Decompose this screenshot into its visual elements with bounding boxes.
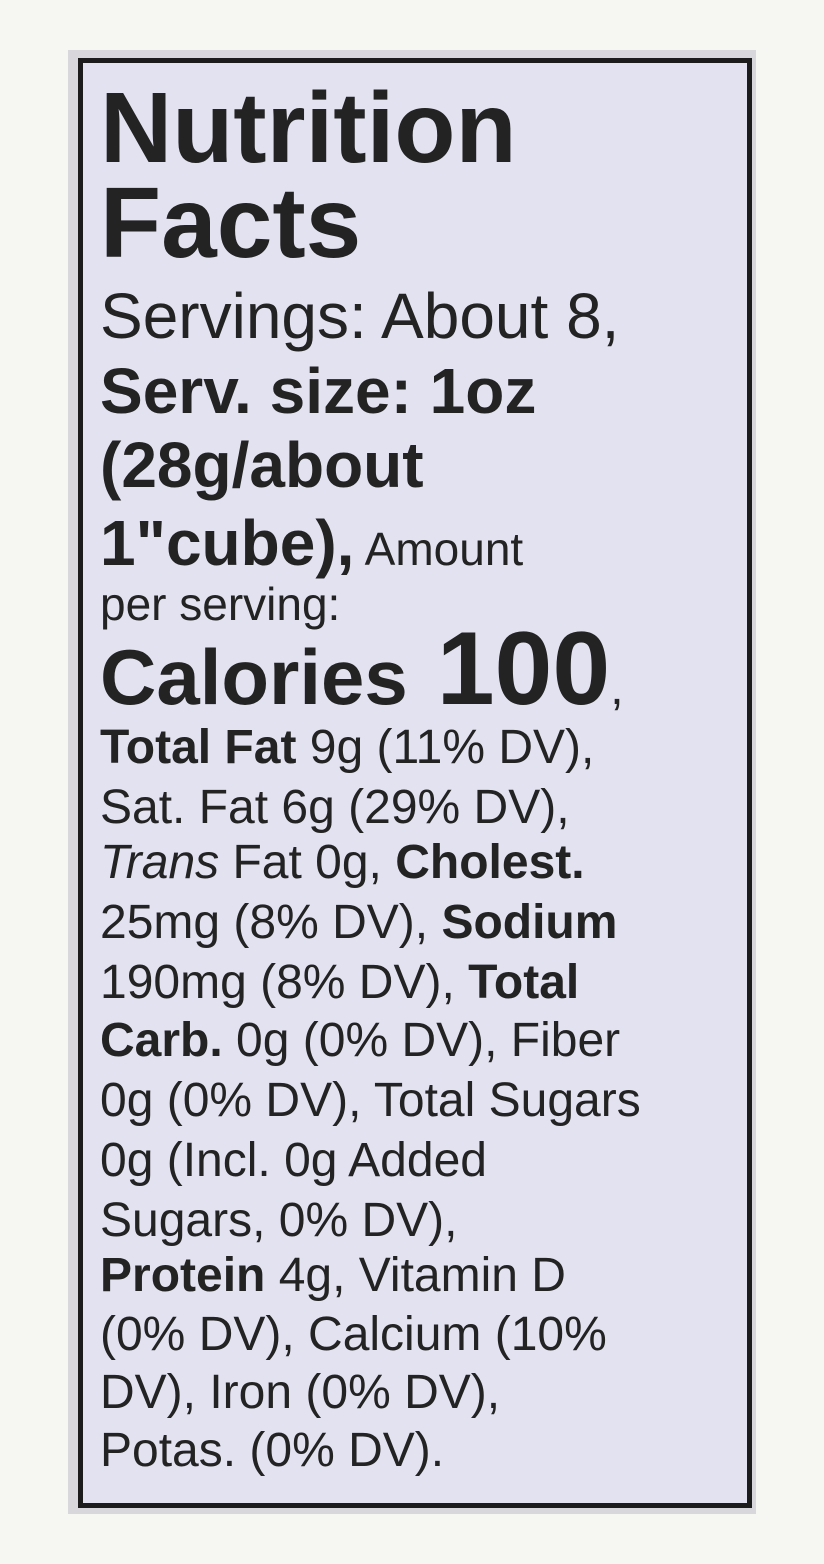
serving-size: (28g/about	[100, 429, 424, 501]
text-line: 190mg (8% DV), Total	[100, 959, 579, 1007]
text-line: 1"cube), Amount	[100, 511, 523, 575]
calories-value: 100	[407, 611, 611, 727]
text: 0g (Incl. 0g Added	[100, 1134, 487, 1187]
text-line: Sugars, 0% DV),	[100, 1197, 457, 1245]
text-line: Carb. 0g (0% DV), Fiber	[100, 1017, 620, 1065]
text-line: Servings: About 8,	[100, 284, 619, 348]
text: 9g (11% DV),	[296, 721, 595, 774]
text-line: Sat. Fat 6g (29% DV),	[100, 784, 570, 832]
text: 0g (0% DV), Fiber	[222, 1014, 621, 1067]
text: Amount	[354, 523, 524, 575]
text-line: 0g (0% DV), Total Sugars	[100, 1077, 641, 1125]
nutrient: Total	[468, 956, 580, 1009]
text: 25mg (8% DV),	[100, 896, 442, 949]
title-line: Facts	[100, 173, 361, 273]
text: Sat. Fat 6g (29% DV),	[100, 781, 570, 834]
nutrient: Cholest.	[395, 836, 585, 889]
nutrient: Total Fat	[100, 721, 297, 774]
calories-line: Calories 100,	[100, 617, 624, 721]
text-line: Serv. size: 1oz	[100, 359, 536, 423]
serving-size: Serv. size: 1oz	[100, 355, 537, 427]
text: per serving:	[100, 578, 341, 630]
text-line: per serving:	[100, 581, 340, 627]
text: 0g (0% DV), Total Sugars	[100, 1074, 641, 1127]
text: Potas. (0% DV).	[100, 1424, 445, 1477]
text: Sugars, 0% DV),	[100, 1194, 458, 1247]
label-box	[78, 58, 752, 1508]
text-line: (28g/about	[100, 433, 424, 497]
title: Facts	[100, 167, 362, 279]
text-line: (0% DV), Calcium (10%	[100, 1311, 607, 1359]
title: Nutrition	[100, 72, 517, 184]
title-line: Nutrition	[100, 78, 517, 178]
nutrient: Protein	[100, 1249, 266, 1302]
text: 190mg (8% DV),	[100, 956, 469, 1009]
text: DV), Iron (0% DV),	[100, 1366, 501, 1419]
nutrient: Sodium	[441, 896, 618, 949]
text: Fat 0g,	[219, 836, 396, 889]
text: ,	[610, 662, 624, 715]
text-line: Potas. (0% DV).	[100, 1427, 444, 1475]
text: 4g, Vitamin D	[265, 1249, 566, 1302]
text-line: 25mg (8% DV), Sodium	[100, 899, 617, 947]
text-line: 0g (Incl. 0g Added	[100, 1137, 487, 1185]
calories-label: Calories	[100, 633, 408, 721]
text: Trans	[100, 836, 220, 889]
text-line: Trans Fat 0g, Cholest.	[100, 839, 585, 887]
text-line: DV), Iron (0% DV),	[100, 1369, 500, 1417]
text: (0% DV), Calcium (10%	[100, 1308, 607, 1361]
serving-size: 1"cube),	[100, 507, 355, 579]
servings: Servings: About 8,	[100, 280, 620, 352]
nutrient: Carb.	[100, 1014, 223, 1067]
text-line: Protein 4g, Vitamin D	[100, 1252, 566, 1300]
text-line: Total Fat 9g (11% DV),	[100, 724, 594, 772]
